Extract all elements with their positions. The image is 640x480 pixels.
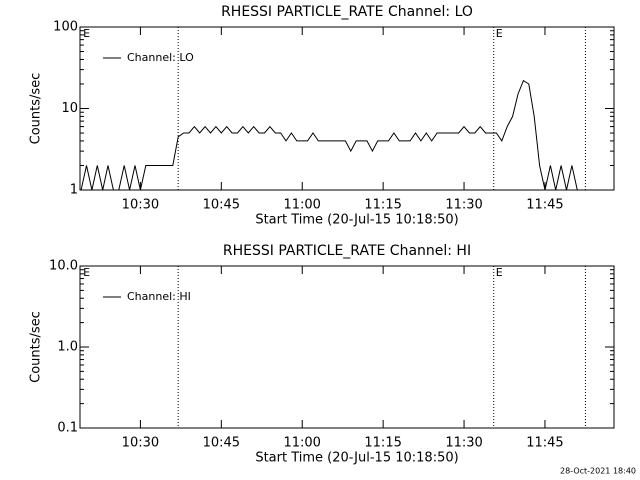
- chart-title: RHESSI PARTICLE_RATE Channel: HI: [223, 243, 471, 259]
- x-tick-label: 10:45: [203, 198, 240, 213]
- y-axis-label: Counts/sec: [29, 311, 44, 383]
- x-tick-label: 11:30: [445, 436, 482, 451]
- y-tick-label: 1: [70, 183, 78, 198]
- footer: 28-Oct-2021 18:40: [560, 467, 636, 476]
- x-tick-label: 11:15: [364, 436, 401, 451]
- x-tick-label: 11:00: [283, 198, 320, 213]
- flag-label: E: [496, 266, 503, 279]
- chart-title: RHESSI PARTICLE_RATE Channel: LO: [221, 4, 473, 20]
- x-tick-label: 10:45: [203, 436, 240, 451]
- legend-label: Channel: HI: [127, 290, 191, 303]
- y-axis-label: Counts/sec: [29, 73, 44, 145]
- flag-label: E: [83, 266, 90, 279]
- x-axis-label: Start Time (20-Jul-15 10:18:50): [255, 451, 458, 466]
- data-line: [80, 79, 578, 191]
- x-tick-label: 10:30: [122, 198, 159, 213]
- x-tick-label: 11:30: [445, 198, 482, 213]
- legend-label: Channel: LO: [127, 51, 194, 64]
- x-tick-label: 11:00: [283, 436, 320, 451]
- flag-label: E: [83, 27, 90, 40]
- y-tick-label: 100: [53, 20, 78, 35]
- x-tick-label: 11:15: [364, 198, 401, 213]
- y-tick-label: 0.1: [57, 421, 78, 436]
- x-axis-label: Start Time (20-Jul-15 10:18:50): [255, 213, 458, 228]
- y-tick-label: 10: [61, 101, 78, 116]
- flag-label: E: [496, 27, 503, 40]
- y-tick-label: 10.0: [49, 259, 78, 274]
- x-tick-label: 11:45: [526, 198, 563, 213]
- y-tick-label: 1.0: [57, 340, 78, 355]
- x-tick-label: 10:30: [122, 436, 159, 451]
- x-tick-label: 11:45: [526, 436, 563, 451]
